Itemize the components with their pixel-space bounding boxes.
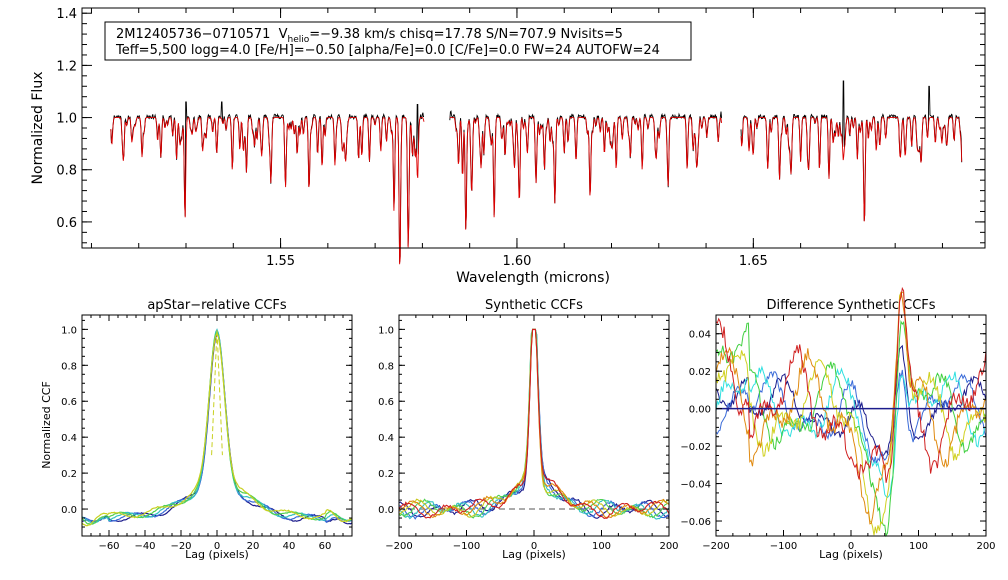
apstar-ccf-ylabel: Normalized CCF [40,381,53,469]
model-spectrum-line [740,116,963,222]
info-line-1: 2M12405736−0710571 Vhelio=−9.38 km/s chi… [116,27,623,45]
ytick-label: 0.8 [56,164,77,179]
xtick-label: 1.65 [739,254,768,269]
difference-ccf-line [715,291,987,525]
ytick-label: 0.6 [378,397,394,408]
xtick-label: 60 [319,541,332,552]
xtick-label: −60 [98,541,119,552]
ytick-label: 0.00 [689,405,711,416]
difference-ccf-series [715,286,987,538]
apstar-ccf-panel: apStar−relative CCFs −60 −40 −20 0 20 40 60 0.0… [40,298,353,561]
synthetic-ccf-line [398,328,670,520]
ytick-label: 0.8 [378,361,394,372]
difference-ccf-title: Difference Synthetic CCFs [766,298,935,313]
ytick-label: 0.6 [61,397,77,408]
synthetic-ccf-xlabel: Lag (pixels) [502,548,566,561]
xtick-label: 0 [214,541,220,552]
ytick-label: 0.0 [61,505,77,516]
xtick-label: −20 [170,541,191,552]
xtick-label: −40 [134,541,155,552]
xtick-label: 0 [848,541,854,552]
xtick-label: 20 [247,541,260,552]
ytick-label: 0.04 [689,330,711,341]
spectrum-ticks: 1.55 1.60 1.65 0.6 0.8 1.0 1.2 1.4 [56,7,985,269]
ytick-label: −0.04 [680,480,711,491]
difference-ccf-panel: Difference Synthetic CCFs −200 −100 0 100 20… [680,286,996,561]
ytick-label: 1.0 [61,325,77,336]
ytick-label: −0.06 [680,517,711,528]
info-v-subscript: helio [288,35,310,45]
spectrum-ylabel: Normalized Flux [30,72,46,185]
synthetic-ccf-panel: Synthetic CCFs −200 −100 0 100 200 0.0 0.2 0.4 0… [378,298,678,561]
synthetic-ccf-title: Synthetic CCFs [485,298,583,313]
ytick-label: 0.8 [61,361,77,372]
ytick-label: 0.4 [61,433,77,444]
ytick-label: 0.0 [378,505,394,516]
info-v-symbol: V [279,27,288,42]
apstar-ccf-xlabel: Lag (pixels) [185,548,249,561]
difference-ccf-line [715,286,987,483]
xtick-label: −100 [770,541,797,552]
apstar-ccf-line [81,328,353,524]
difference-ccf-xlabel: Lag (pixels) [819,548,883,561]
ytick-label: 1.2 [56,59,77,74]
info-line-2: Teff=5,500 logg=4.0 [Fe/H]=−0.50 [alpha/… [115,43,660,58]
spectrum-xlabel: Wavelength (microns) [456,270,610,286]
spectrum-panel: 1.55 1.60 1.65 0.6 0.8 1.0 1.2 1.4 Wavelength (… [30,7,986,286]
info-box [104,21,692,61]
model-spectrum-line [110,116,425,265]
ytick-label: 0.4 [378,433,394,444]
synthetic-ccf-ticks: −200 −100 0 100 200 0.0 0.2 0.4 0.6 0.8 1.0 [378,315,679,552]
info-star-id: 2M12405736−0710571 [116,27,270,42]
difference-ccf-ticks: −200 −100 0 100 200 −0.06 −0.04 −0.02 0.00 0.02 0.… [680,315,996,552]
apstar-ccf-title: apStar−relative CCFs [147,298,287,313]
apstar-ccf-peak-dashed [211,329,223,456]
xtick-label: −100 [453,541,480,552]
ytick-label: 0.6 [56,216,77,231]
info-line-1-rest: =−9.38 km/s chisq=17.78 S/N=707.9 Nvisit… [309,27,623,42]
ytick-label: 0.2 [378,469,394,480]
ytick-label: 1.0 [56,112,77,127]
apstar-ccf-ticks: −60 −40 −20 0 20 40 60 0.0 0.2 0.4 0.6 0.8 1.0 [61,315,353,552]
xtick-label: 100 [592,541,611,552]
ytick-label: 1.4 [56,7,77,22]
xtick-label: −200 [385,541,412,552]
xtick-label: 200 [976,541,995,552]
xtick-label: 40 [283,541,296,552]
ytick-label: 0.2 [61,469,77,480]
ytick-label: 0.02 [689,367,711,378]
xtick-label: 0 [531,541,537,552]
spectrum-series [110,80,963,265]
xtick-label: 200 [659,541,678,552]
ytick-label: 1.0 [378,325,394,336]
difference-ccf-line [715,365,987,499]
ytick-label: −0.02 [680,442,711,453]
xtick-label: 1.55 [266,254,295,269]
apstar-ccf-series [81,328,353,527]
model-spectrum-line [449,116,723,230]
xtick-label: 100 [909,541,928,552]
synthetic-ccf-series [398,328,670,520]
xtick-label: 1.60 [502,254,531,269]
xtick-label: −200 [702,541,729,552]
